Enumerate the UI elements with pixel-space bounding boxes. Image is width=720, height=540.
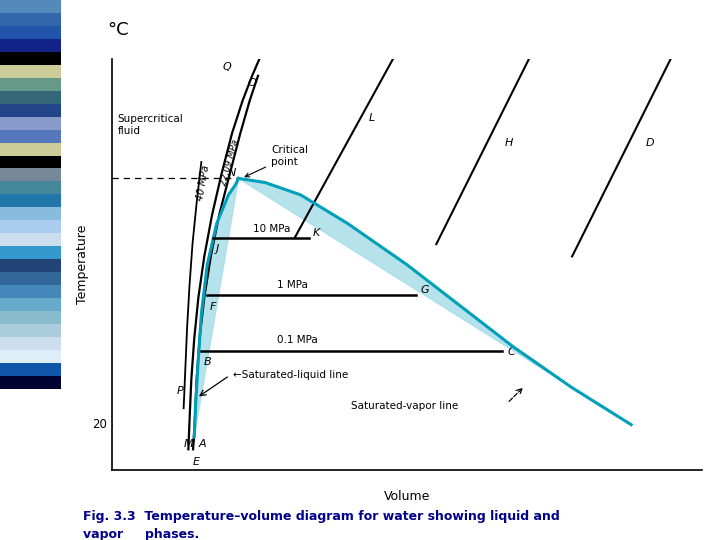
Bar (0, 13, 61, 26)
Text: B: B (204, 357, 212, 367)
Text: E: E (193, 457, 200, 467)
Bar (0, 311, 61, 324)
Bar (0, 324, 61, 337)
Bar (0, 65, 61, 78)
Bar (0, 272, 61, 285)
Text: F: F (210, 302, 216, 312)
Text: D: D (646, 138, 654, 147)
Bar (0, 52, 61, 65)
Text: M: M (184, 439, 193, 449)
Text: Volume: Volume (384, 490, 430, 503)
Bar (0, 363, 61, 376)
Bar (0, 181, 61, 194)
Text: Saturated-vapor line: Saturated-vapor line (351, 401, 458, 411)
Text: L: L (369, 113, 374, 123)
Bar (0, 78, 61, 91)
Text: H: H (504, 138, 513, 147)
Text: Critical
point: Critical point (245, 145, 308, 177)
Text: G: G (420, 285, 429, 295)
Bar (0, 143, 61, 156)
Bar (0, 246, 61, 259)
Bar (0, 298, 61, 311)
Text: Supercritical
fluid: Supercritical fluid (117, 114, 184, 136)
Text: K: K (312, 228, 320, 238)
Bar (0, 350, 61, 363)
Text: Temperature: Temperature (76, 225, 89, 304)
Bar (0, 220, 61, 233)
Bar (0, 259, 61, 272)
Bar (0, 0, 61, 13)
Text: A: A (199, 439, 207, 449)
Text: N: N (228, 168, 236, 178)
Text: O: O (248, 78, 256, 88)
Text: 22.09 MPa: 22.09 MPa (219, 138, 240, 186)
Text: J: J (215, 244, 219, 254)
Bar (0, 39, 61, 52)
Bar (0, 194, 61, 207)
Bar (0, 130, 61, 143)
Bar (0, 376, 61, 389)
Text: 0.1 MPa: 0.1 MPa (277, 335, 318, 346)
Bar (0, 285, 61, 298)
Text: C: C (507, 347, 515, 357)
Polygon shape (194, 178, 631, 437)
Text: P: P (176, 386, 184, 396)
Bar (0, 233, 61, 246)
Bar (0, 104, 61, 117)
Text: 10 MPa: 10 MPa (253, 224, 291, 234)
Bar (0, 168, 61, 181)
Bar (0, 156, 61, 168)
Text: 20: 20 (93, 418, 107, 431)
Bar (0, 207, 61, 220)
Text: 40 MPa: 40 MPa (195, 164, 211, 201)
Bar (0, 117, 61, 130)
Bar (0, 337, 61, 350)
Text: °C: °C (107, 21, 128, 39)
Text: ←Saturated-liquid line: ←Saturated-liquid line (233, 369, 348, 380)
Text: Fig. 3.3  Temperature–volume diagram for water showing liquid and
vapor     phas: Fig. 3.3 Temperature–volume diagram for … (83, 510, 559, 540)
Bar (0, 26, 61, 39)
Bar (0, 91, 61, 104)
Text: I: I (192, 439, 195, 449)
Text: 1 MPa: 1 MPa (277, 280, 307, 290)
Text: Q: Q (222, 62, 231, 72)
